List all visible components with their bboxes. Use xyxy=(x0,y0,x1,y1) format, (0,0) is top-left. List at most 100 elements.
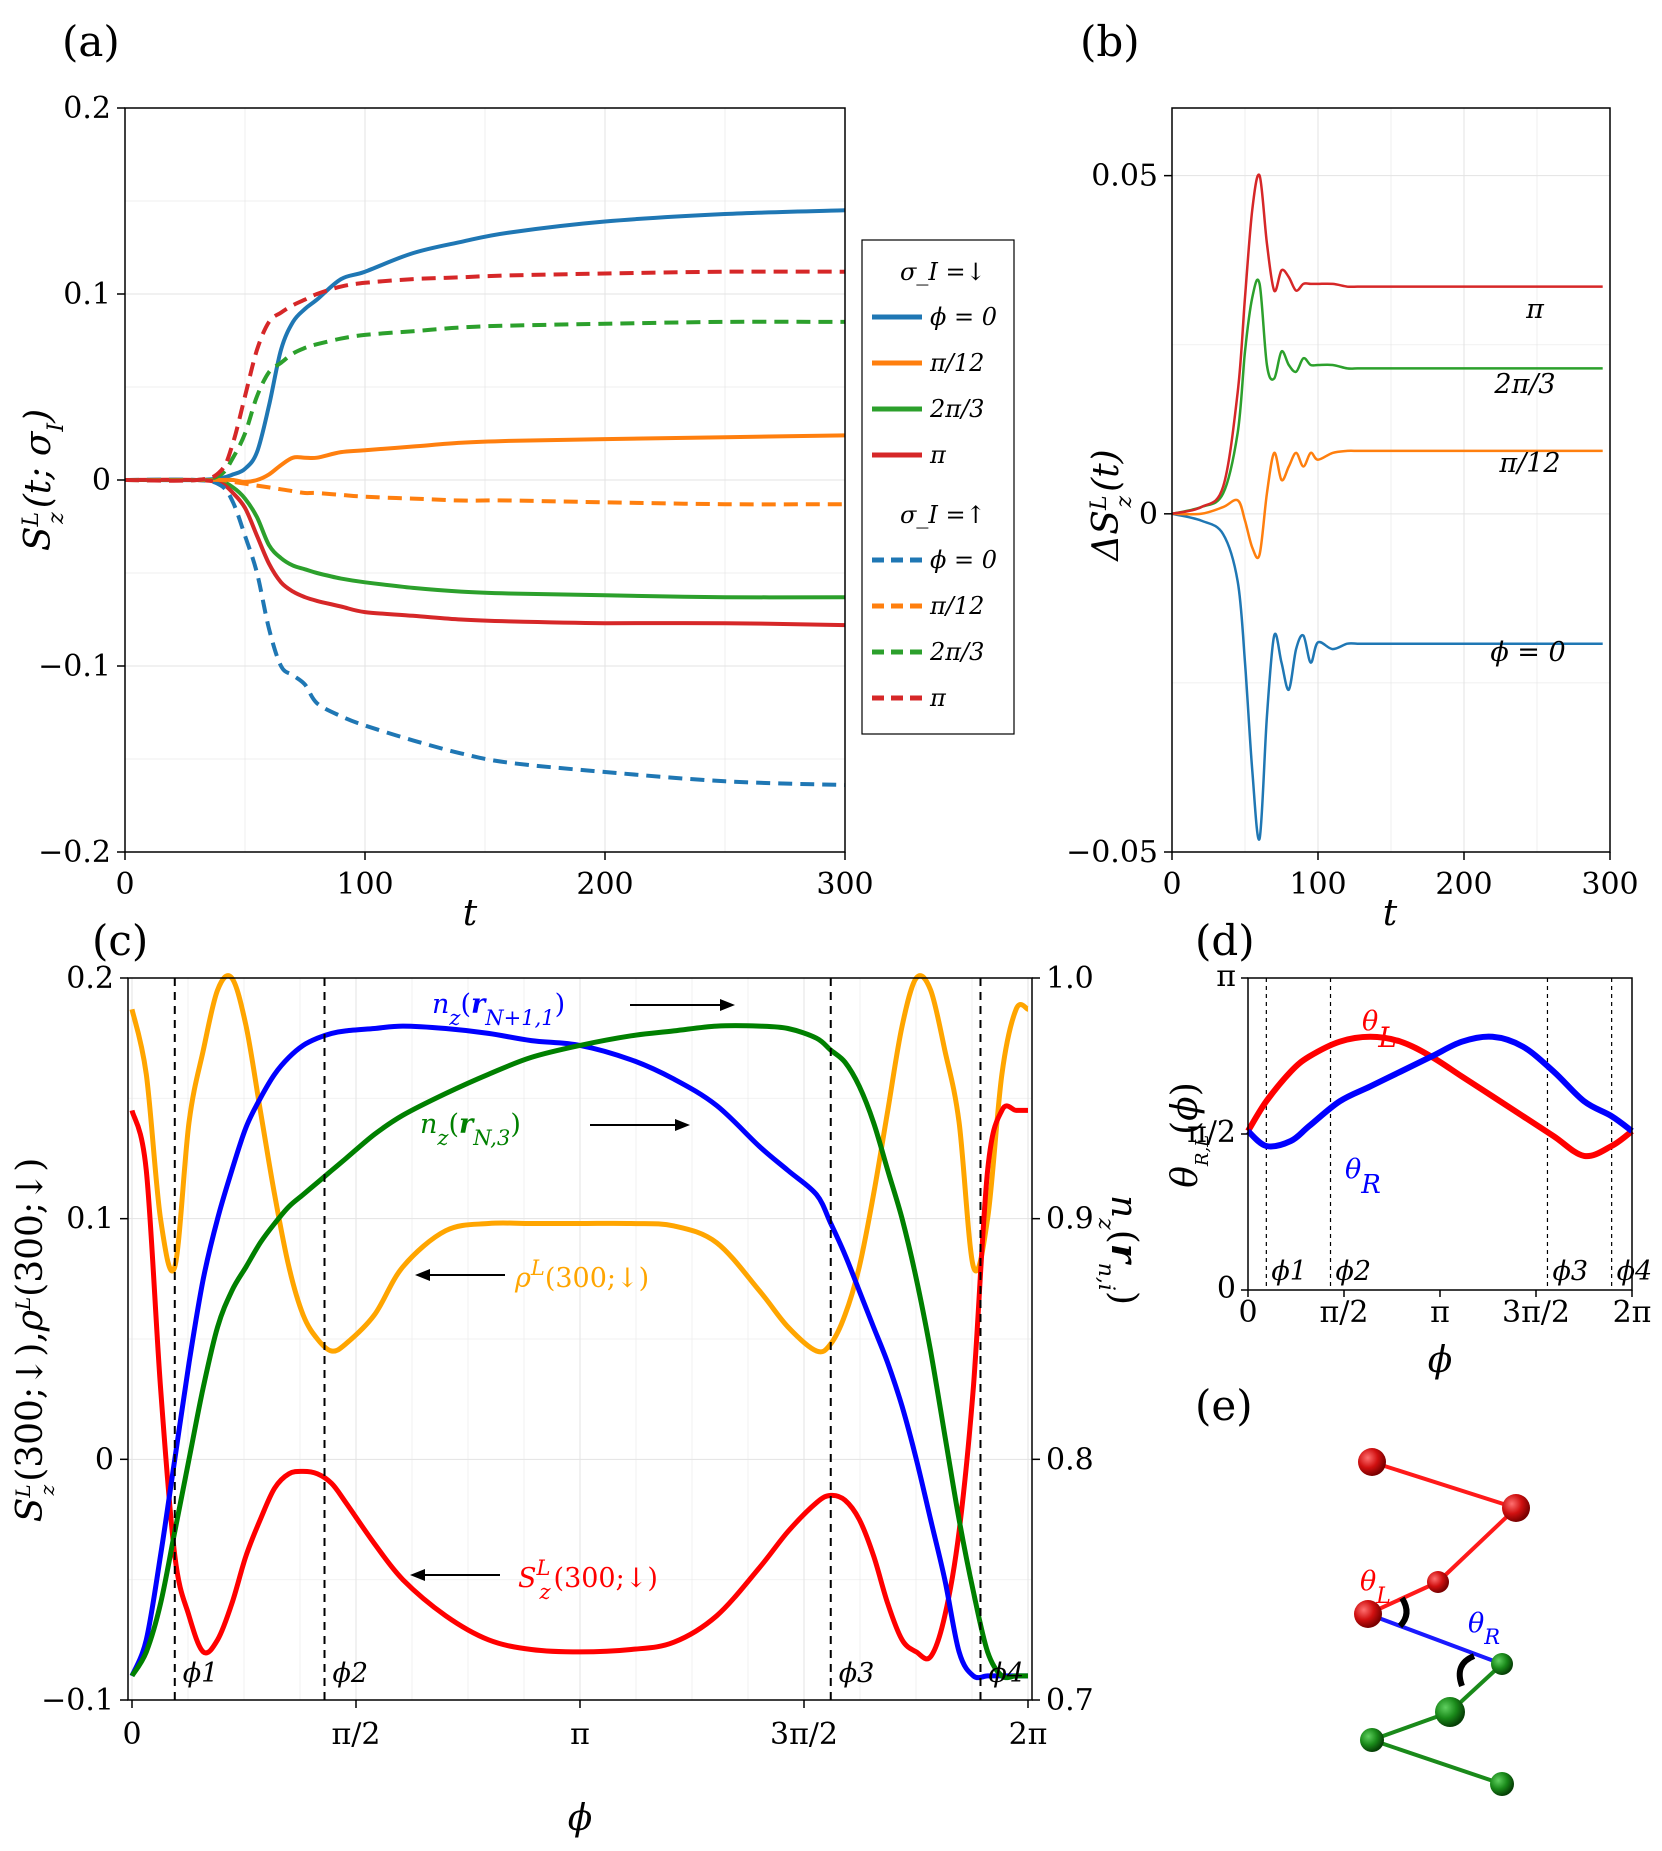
atom-red-2 xyxy=(1502,1494,1530,1522)
tick-label-y: −0.2 xyxy=(38,835,111,870)
legend-label-5: π/12 xyxy=(929,592,984,620)
angle-arc-l xyxy=(1397,1596,1410,1629)
tick-label-y-right: 0.7 xyxy=(1046,1683,1094,1718)
series-line-3 xyxy=(124,477,846,628)
panel-c-ticks: 0 π/2 π 3π/2 2π−0.100.10.20.70.80.91.0 xyxy=(41,961,1094,1752)
series-line-2 xyxy=(129,1023,1028,1681)
panel-e: (e) θL θR xyxy=(1195,1381,1530,1796)
series-line-0 xyxy=(129,973,1030,1355)
series-line-2 xyxy=(1171,278,1603,516)
vline-label-1: ϕ2 xyxy=(333,1658,369,1689)
panel-d-xlabel: ϕ xyxy=(1428,1340,1453,1381)
annotation-3: ϕ = 0 xyxy=(1490,637,1565,668)
tick-label-x: 300 xyxy=(816,867,873,902)
label-theta-r: θR xyxy=(1345,1154,1381,1200)
annotation-0: π xyxy=(1525,294,1545,325)
tick-label-x: 3π/2 xyxy=(770,1717,838,1752)
legend-label-1: π/12 xyxy=(929,349,984,377)
tick-label-y: 0.2 xyxy=(63,91,111,126)
series-line-1 xyxy=(129,1103,1028,1662)
panel-a-ticks: 0 100 200 300 −0.2 −0.1 0 0.1 0.2 xyxy=(38,91,873,902)
legend-label-0: ϕ = 0 xyxy=(930,303,997,331)
tick-label-x: 100 xyxy=(1289,867,1346,902)
legend-label-3: π xyxy=(929,441,947,469)
label-nz-n-3: nz(rN,3) xyxy=(420,1109,521,1150)
series-line-6 xyxy=(124,319,846,483)
panel-a-tag: (a) xyxy=(62,17,120,66)
panel-c-ylabel-right: nz(rn,i) xyxy=(1094,1195,1146,1305)
tick-label-y-left: 0.1 xyxy=(66,1202,114,1237)
panel-a-legend: σ_I =↓ σ_I =↑ ϕ = 0 π/12 2π/3 π ϕ = 0 π/12 2π/… xyxy=(861,239,1015,735)
atom-green-1 xyxy=(1491,1653,1513,1675)
bond-blue xyxy=(1367,1612,1503,1666)
tick-label-y-right: 0.8 xyxy=(1046,1442,1094,1477)
tick-label-y-left: −0.1 xyxy=(41,1683,114,1718)
panel-a-ylabel: SLz(t; σI) xyxy=(18,409,69,551)
tick-label-y: π xyxy=(1216,959,1236,994)
series-line-1 xyxy=(1171,449,1603,560)
angle-arc-r xyxy=(1456,1653,1476,1688)
tick-label-x: 200 xyxy=(576,867,633,902)
series-line-1 xyxy=(125,433,846,484)
tick-label-y: −0.1 xyxy=(38,649,111,684)
tick-label-x: 200 xyxy=(1435,867,1492,902)
panel-d-ticks: 0 π/2 π 3π/2 2π 0 π/2 π xyxy=(1187,959,1651,1330)
panel-c-tag: (c) xyxy=(92,916,148,965)
vline-label-0: ϕ1 xyxy=(1271,1256,1307,1287)
panel-b-frame xyxy=(1171,107,1611,853)
tick-label-x: 2π xyxy=(1613,1295,1652,1330)
tick-label-y: 0 xyxy=(1217,1271,1236,1306)
tick-label-y: 0.1 xyxy=(63,277,111,312)
tick-label-x: 0 xyxy=(122,1717,141,1752)
tick-label-y: 0 xyxy=(92,463,111,498)
series-line-5 xyxy=(125,477,846,507)
tick-label-y-right: 0.9 xyxy=(1046,1202,1094,1237)
panel-b-grid xyxy=(1171,108,1611,853)
legend-label-2: 2π/3 xyxy=(929,395,984,423)
tick-label-x: π xyxy=(1430,1295,1450,1330)
legend-group-up: σ_I =↑ xyxy=(900,501,986,529)
panel-c-xlabel: ϕ xyxy=(568,1798,593,1839)
legend-group-down: σ_I =↓ xyxy=(900,258,986,286)
atom-green-2 xyxy=(1435,1697,1465,1727)
bond-green-3 xyxy=(1371,1738,1503,1786)
panel-b-annotations: π 2π/3 π/12 ϕ = 0 xyxy=(1490,294,1565,668)
vline-label-2: ϕ3 xyxy=(839,1658,875,1689)
atom-red-1 xyxy=(1358,1448,1386,1476)
tick-label-x: 0 xyxy=(1162,867,1181,902)
panel-a: (a) 0 100 200 300 −0.2 −0.1 0 0.1 0.2 t SLz(t; σ… xyxy=(18,17,1015,934)
tick-label-y: 0.05 xyxy=(1091,159,1158,194)
series-line-7 xyxy=(124,269,846,483)
legend-rows: ϕ = 0 π/12 2π/3 π ϕ = 0 π/12 2π/3 π xyxy=(872,303,997,712)
panel-b-tag: (b) xyxy=(1080,17,1140,66)
panel-b-series xyxy=(1171,173,1603,841)
label-theta-l: θL xyxy=(1362,1006,1397,1054)
annotation-1: 2π/3 xyxy=(1493,369,1555,400)
atom-green-3 xyxy=(1360,1728,1384,1752)
panel-d: (d) ϕ1 ϕ2 ϕ3 ϕ4 0 π/2 π 3π/2 2π 0 π/2 π θL θR ϕ θR… xyxy=(1165,916,1652,1381)
panel-c-series xyxy=(129,973,1030,1681)
panel-d-series xyxy=(1245,1033,1634,1160)
panel-b-ylabel: ΔSLz(t) xyxy=(1086,449,1137,562)
panel-d-tag: (d) xyxy=(1195,916,1255,965)
panel-e-label-theta-r: θR xyxy=(1468,1608,1500,1649)
tick-label-x: 300 xyxy=(1581,867,1638,902)
tick-label-y: 0 xyxy=(1139,497,1158,532)
tick-label-x: 2π xyxy=(1009,1717,1048,1752)
series-line-1 xyxy=(1245,1033,1634,1150)
series-line-3 xyxy=(1171,173,1603,516)
tick-label-y-right: 1.0 xyxy=(1046,961,1094,996)
panel-b-xlabel: t xyxy=(1383,893,1398,934)
bond-red-1 xyxy=(1371,1460,1517,1510)
panel-c-ylabel-left: SLz(300;↓),ρL(300;↓) xyxy=(10,1158,59,1523)
vline-label-3: ϕ4 xyxy=(988,1658,1024,1689)
atom-red-3 xyxy=(1427,1571,1449,1593)
series-line-0 xyxy=(1171,512,1603,841)
tick-label-x: 0 xyxy=(115,867,134,902)
legend-label-6: 2π/3 xyxy=(929,638,984,666)
panel-a-xlabel: t xyxy=(463,893,478,934)
series-line-4 xyxy=(124,477,846,787)
tick-label-y-left: 0 xyxy=(95,1442,114,1477)
label-rho: ρL(300;↓) xyxy=(514,1256,649,1294)
